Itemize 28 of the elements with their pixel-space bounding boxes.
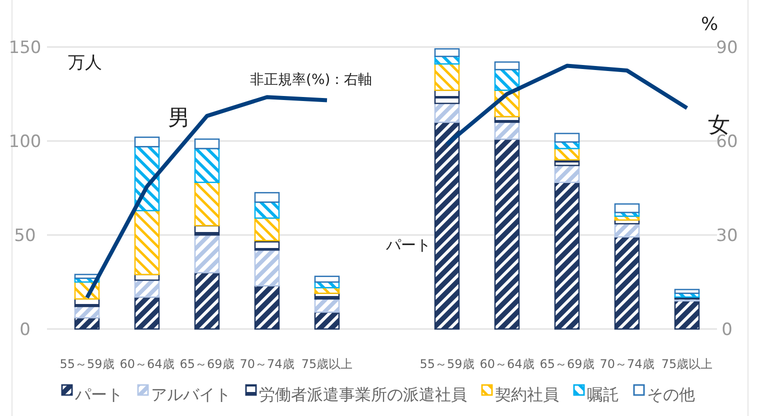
y-axis-title: 万人 bbox=[68, 53, 102, 73]
y2-tick-label: 90 bbox=[716, 38, 738, 58]
y-tick-label: 150 bbox=[8, 38, 42, 58]
legend-label: アルバイト bbox=[151, 385, 231, 404]
y-tick-label: 50 bbox=[14, 226, 36, 246]
x-tick-label: 75歳以上 bbox=[301, 357, 353, 371]
y-tick-label: 0 bbox=[20, 320, 30, 340]
x-tick-label: 55～59歳 bbox=[60, 357, 114, 371]
legend-label: その他 bbox=[647, 385, 695, 404]
legend-label: パート bbox=[74, 385, 123, 404]
y2-axis-title: % bbox=[701, 14, 718, 35]
legend-label: 労働者派遣事業所の派遣社員 bbox=[259, 385, 467, 404]
x-tick-label: 65～69歳 bbox=[540, 357, 594, 371]
y2-tick-label: 30 bbox=[716, 226, 738, 246]
legend-label: 契約社員 bbox=[495, 385, 559, 404]
legend-label: 嘱託 bbox=[587, 385, 619, 404]
x-tick-label: 70～74歳 bbox=[240, 357, 294, 371]
x-tick-label: 70～74歳 bbox=[600, 357, 654, 371]
annotation: パート bbox=[385, 236, 431, 254]
x-tick-label: 60～64歳 bbox=[120, 357, 174, 371]
x-tick-label: 60～64歳 bbox=[480, 357, 534, 371]
x-tick-label: 75歳以上 bbox=[661, 357, 713, 371]
y2-tick-label: 0 bbox=[722, 320, 732, 340]
annotation: 男 bbox=[168, 106, 190, 131]
x-tick-label: 65～69歳 bbox=[180, 357, 234, 371]
y-tick-label: 100 bbox=[8, 132, 42, 152]
annotation: 非正規率(%)：右軸 bbox=[250, 72, 372, 88]
x-tick-label: 55～59歳 bbox=[420, 357, 474, 371]
